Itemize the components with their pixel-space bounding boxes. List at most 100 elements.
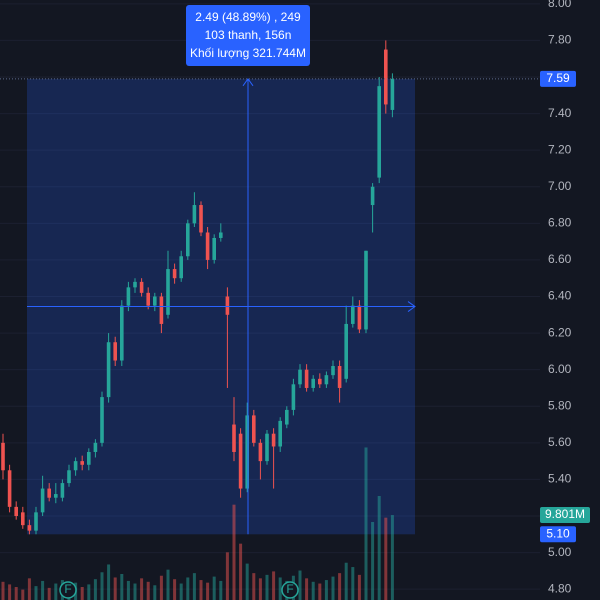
volume-bar [87, 584, 91, 600]
volume-bar [140, 578, 144, 600]
candle-body [337, 366, 342, 388]
volume-badge [540, 507, 590, 524]
price-badge [540, 70, 576, 87]
volume-bar [258, 578, 262, 600]
volume-bar [54, 583, 58, 600]
candle-body [232, 424, 236, 452]
candle-body [1, 442, 5, 471]
arrow-up [242, 77, 254, 87]
arrow-right [407, 301, 416, 312]
candle-body [252, 415, 256, 443]
candle-body [14, 506, 18, 517]
candle-body [100, 397, 104, 443]
volume-bar [8, 584, 12, 600]
volume-bar [199, 580, 203, 600]
candle-body [357, 305, 362, 330]
candle-body [331, 366, 335, 376]
price-badge-label: 7.59 [546, 71, 570, 85]
measure-tooltip-text: Khối lượng 321.744M [190, 46, 306, 60]
volume-bar [318, 583, 322, 600]
candle-body [324, 375, 329, 385]
candle-body [384, 49, 388, 105]
candle-body [377, 86, 381, 178]
candle-body [166, 269, 170, 315]
volume-bar [21, 589, 25, 600]
event-label: F [64, 582, 71, 596]
volume-bar [384, 517, 388, 600]
volume-bar [14, 587, 18, 600]
volume-bar [100, 572, 104, 600]
volume-bar [153, 585, 157, 600]
y-tick-label: 4.80 [548, 581, 572, 595]
candle-body [186, 223, 190, 257]
volume-bar [278, 577, 282, 600]
volume-bar [351, 567, 355, 600]
y-tick-label: 6.80 [548, 216, 572, 230]
event-marker[interactable]: F [59, 581, 77, 599]
volume-bar [34, 586, 38, 600]
candle-body [47, 488, 51, 498]
volume-bar [41, 580, 45, 600]
volume-badge-label: 9.801M [545, 507, 585, 521]
candle-body [113, 342, 117, 361]
candle-body [120, 305, 124, 361]
candle-body [344, 323, 348, 379]
volume-bar [113, 577, 117, 600]
volume-bar [232, 504, 236, 600]
y-tick-label: 6.20 [548, 325, 572, 339]
y-tick-label: 6.60 [548, 252, 572, 266]
volume-bar [159, 575, 163, 600]
candle-body [364, 250, 368, 330]
volume-bar [107, 564, 111, 600]
candle-body [60, 483, 65, 498]
candle-body [179, 256, 183, 279]
candle-body [285, 409, 289, 425]
candle-body [258, 442, 263, 462]
volume-bar [120, 574, 124, 600]
volume-bar [146, 581, 150, 600]
candle-body [291, 384, 296, 410]
volume-bar [338, 573, 342, 600]
candle-body [219, 232, 223, 238]
candle-body [87, 451, 91, 465]
y-tick-label: 6.00 [548, 362, 572, 376]
candle-body [34, 512, 38, 531]
volume-bar [1, 581, 5, 600]
candle-body [271, 433, 276, 447]
volume-bar [47, 587, 51, 600]
price-axis [540, 0, 600, 600]
event-label: F [286, 582, 293, 596]
candle-body [304, 369, 309, 388]
candle-body [351, 305, 355, 324]
volume-bar [344, 562, 348, 600]
event-marker[interactable]: F [281, 581, 299, 599]
volume-bar [272, 571, 276, 600]
volume-bar [252, 573, 256, 600]
volume-bar [93, 579, 97, 600]
candle-body [146, 292, 150, 306]
volume-bar [126, 580, 130, 600]
price-badge [540, 526, 576, 543]
volume-bar [80, 587, 84, 600]
y-tick-label: 7.00 [548, 179, 572, 193]
candle-body [67, 470, 71, 484]
volume-bar [331, 576, 335, 600]
y-tick-label: 5.40 [548, 472, 572, 486]
volume-bar [390, 515, 394, 600]
volume-bar [166, 569, 170, 600]
volume-bar [192, 573, 196, 600]
volume-bar [377, 496, 381, 600]
volume-bar [186, 577, 190, 600]
measure-tooltip-text: 2.49 (48.89%) , 249 [195, 10, 301, 24]
y-tick-label: 5.80 [548, 398, 572, 412]
candle-body [245, 415, 249, 489]
candle-body [27, 525, 32, 531]
candle-body [80, 461, 84, 465]
candle-body [133, 281, 137, 288]
y-tick-label: 7.80 [548, 33, 572, 47]
volume-bar [265, 574, 269, 600]
y-tick-label: 7.20 [548, 142, 572, 156]
candle-body [126, 287, 131, 306]
